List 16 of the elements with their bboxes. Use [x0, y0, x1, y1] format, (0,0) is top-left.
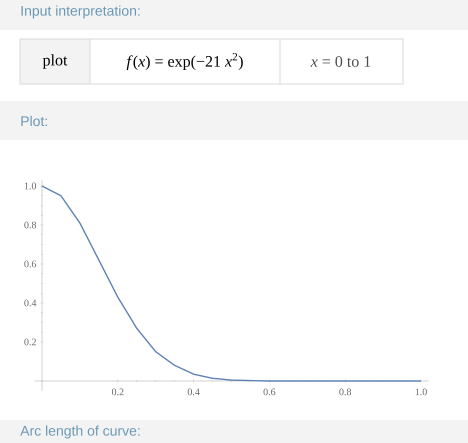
y-tick-label: 0.4: [24, 300, 36, 306]
text: Plot:: [21, 116, 47, 126]
y-tick-label: 0.2: [24, 338, 36, 346]
x-tick-label: 1.0: [416, 388, 427, 396]
x-tick-label: 0.6: [264, 388, 276, 396]
text: f(x) = exp(−21 x$^{2}$): [126, 52, 243, 70]
text: Input interpretation:: [21, 5, 140, 19]
x-tick-label: 0.8: [339, 388, 352, 396]
text: Arc length of curve:: [20, 425, 140, 439]
text: x = 0 to 1: [310, 56, 370, 67]
y-tick-label: 0.8: [24, 222, 36, 228]
x-tick-label: 0.2: [112, 388, 124, 396]
y-tick-label: 0.6: [24, 260, 36, 268]
text: plot: [42, 54, 68, 69]
y-tick-label: 1.0: [24, 182, 36, 190]
x-tick-label: 0.4: [188, 388, 200, 396]
